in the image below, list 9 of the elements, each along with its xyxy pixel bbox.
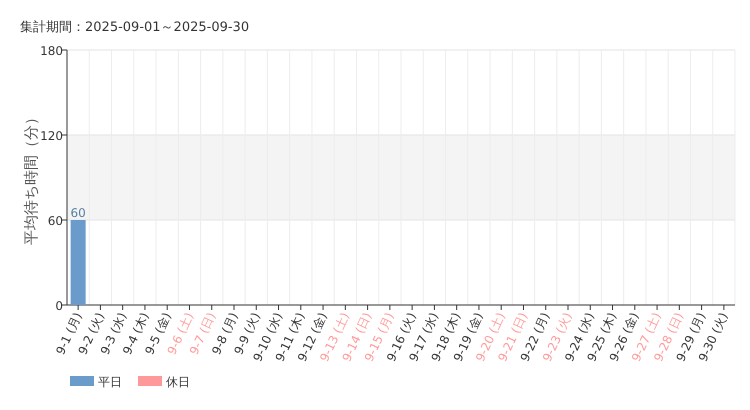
data-label: 60 bbox=[70, 206, 86, 220]
legend-label: 平日 bbox=[98, 375, 122, 389]
y-tick-label: 0 bbox=[55, 299, 63, 313]
y-axis-title: 平均待ち時間（分） bbox=[22, 110, 40, 245]
legend-label: 休日 bbox=[166, 375, 190, 389]
y-tick-label: 60 bbox=[48, 214, 63, 228]
y-tick-label: 120 bbox=[40, 129, 63, 143]
chart-title: 集計期間：2025-09-01～2025-09-30 bbox=[20, 20, 250, 35]
y-tick-label: 180 bbox=[40, 44, 63, 58]
